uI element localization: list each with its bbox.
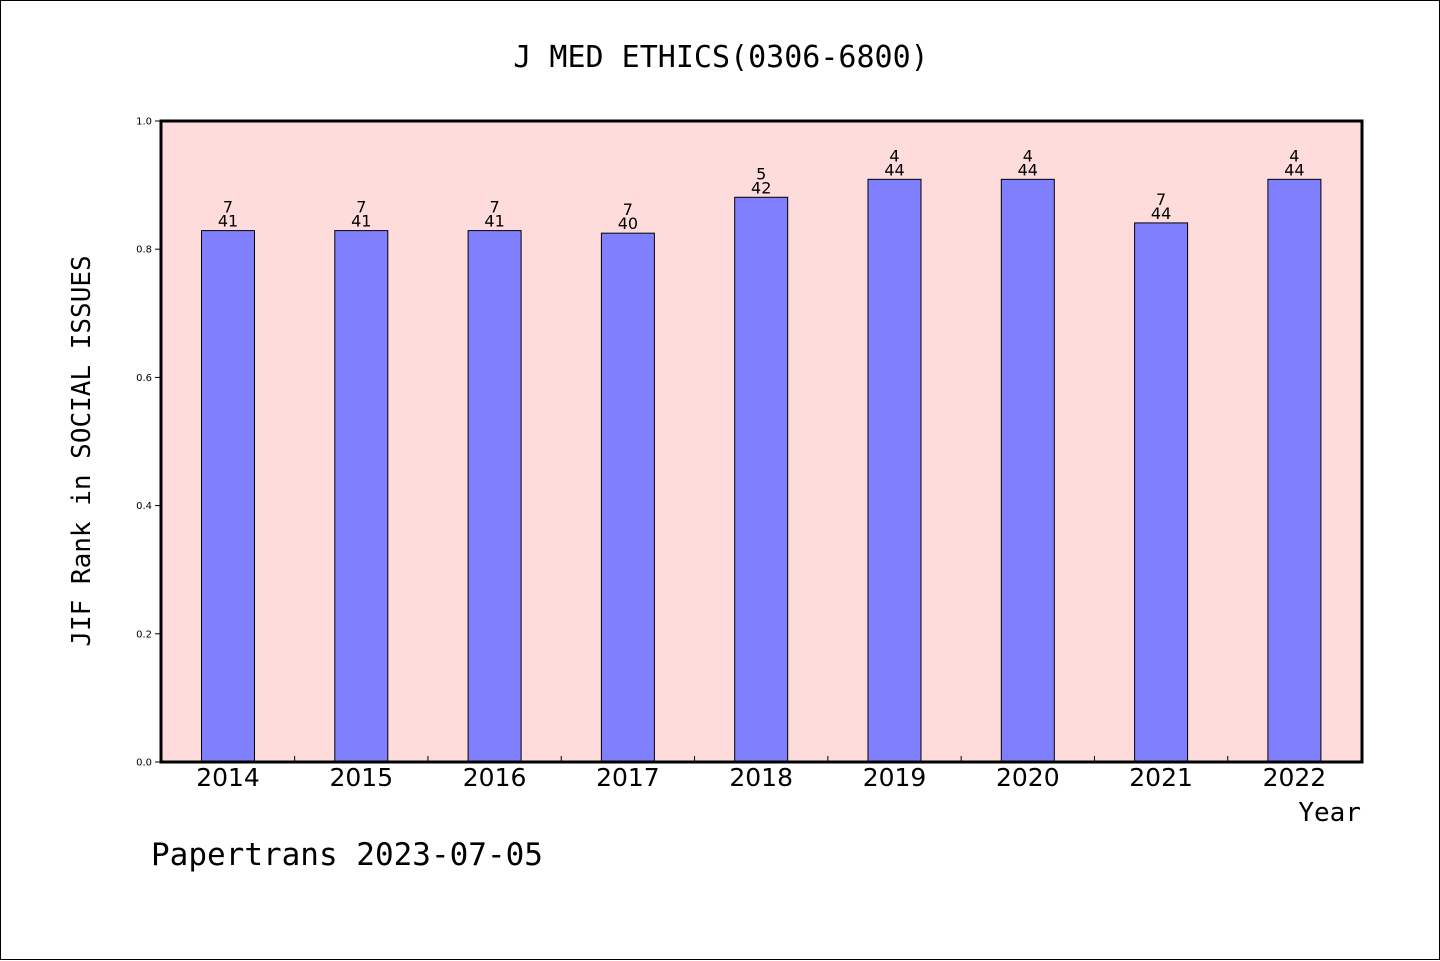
y-tick-label: 0.0 [136,758,152,769]
bar-2015 [334,230,389,763]
bar-2021 [1134,222,1189,763]
bar-2018 [734,196,789,763]
x-tick-label: 2022 [1263,763,1327,792]
footer-credit: Papertrans 2023-07-05 [151,837,543,873]
x-tick-label: 2021 [1129,763,1193,792]
x-axis-label: Year [1298,798,1361,828]
bar-2016 [467,230,522,763]
x-tick-label: 2018 [729,763,793,792]
y-tick-label: 1.0 [136,117,152,128]
bar-total-label: 40 [618,214,638,233]
bar-rank-label: 7 [1156,190,1166,209]
bar-2017 [600,232,655,763]
bar-rank-label: 7 [623,200,633,219]
bar-total-label: 44 [884,160,904,179]
chart-title: J MED ETHICS(0306-6800) [513,40,928,75]
y-tick-label: 0.8 [136,245,152,256]
y-tick-label: 0.2 [136,629,152,640]
bar-total-label: 44 [1284,160,1304,179]
y-axis: 0.0 0.2 0.4 0.6 0.8 1.0 [136,117,161,769]
bar-rank-label: 4 [1023,146,1033,165]
bar-rank-label: 5 [756,164,766,183]
bar-total-label: 44 [1151,204,1171,223]
x-tick-label: 2019 [863,763,927,792]
bar-rank-label: 7 [490,198,500,217]
x-tick-label: 2020 [996,763,1060,792]
x-tick-label: 2016 [463,763,527,792]
bar-rank-label: 4 [1289,146,1299,165]
bar-2020 [1000,178,1055,763]
x-axis: 2014 2015 2016 2017 2018 2019 2020 2021 2022 [196,756,1326,792]
bar-2019 [867,178,922,763]
y-axis-label: JIF Rank in SOCIAL ISSUES [67,255,97,646]
bar-total-label: 41 [218,212,238,231]
x-tick-label: 2015 [329,763,393,792]
y-tick-label: 0.4 [136,501,152,512]
bars-group [201,178,1322,763]
bar-2022 [1267,178,1322,763]
bar-rank-label: 7 [356,198,366,217]
bar-total-label: 44 [1018,160,1038,179]
x-tick-label: 2017 [596,763,660,792]
bar-total-label: 42 [751,178,771,197]
x-tick-label: 2014 [196,763,260,792]
y-tick-label: 0.6 [136,373,152,384]
bar-rank-label: 7 [223,198,233,217]
bar-rank-label: 4 [889,146,899,165]
bar-2014 [201,230,255,763]
bar-total-label: 41 [351,212,371,231]
plot-frame [159,119,1364,764]
bar-total-label: 41 [484,212,504,231]
